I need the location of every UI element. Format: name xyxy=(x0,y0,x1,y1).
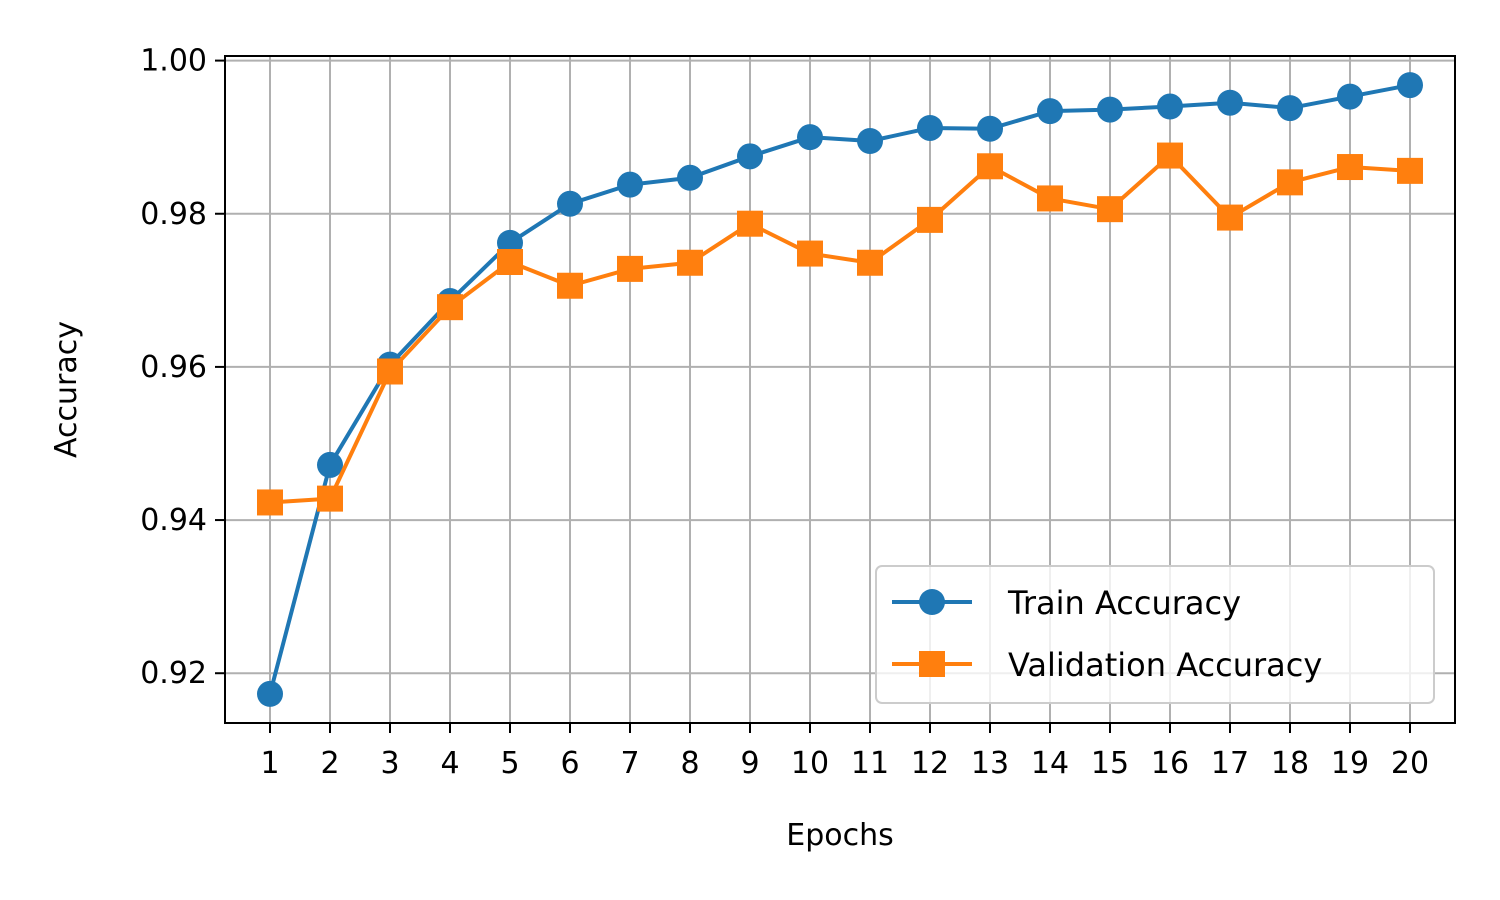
data-point xyxy=(917,206,943,233)
x-tick-label: 7 xyxy=(620,746,639,781)
x-tick-label: 5 xyxy=(500,746,519,781)
data-point xyxy=(737,210,763,237)
legend-box xyxy=(875,565,1435,704)
data-point xyxy=(557,272,583,299)
series-validation xyxy=(257,142,1423,516)
data-point xyxy=(1157,93,1183,120)
x-tick-label: 14 xyxy=(1031,746,1069,781)
data-point xyxy=(437,294,463,321)
data-point xyxy=(1037,185,1063,212)
data-point xyxy=(677,164,703,191)
legend-marker xyxy=(919,651,945,677)
data-point xyxy=(497,248,523,275)
data-point xyxy=(1097,96,1123,123)
data-point xyxy=(1397,72,1423,99)
x-tick-label: 13 xyxy=(971,746,1009,781)
legend-label: Validation Accuracy xyxy=(1008,646,1322,684)
legend-label: Train Accuracy xyxy=(1007,584,1241,622)
x-tick-label: 16 xyxy=(1151,746,1189,781)
data-point xyxy=(1277,169,1303,196)
ticks: 1 2 3 4 5 6 7 8 9 10 11 12 13 14 15 16 17 18 19 200.920.940… xyxy=(140,44,1429,781)
legend: Train Accuracy Validation Accuracy xyxy=(875,565,1435,704)
x-tick-label: 9 xyxy=(740,746,759,781)
data-point xyxy=(1037,98,1063,125)
series-layer xyxy=(257,72,1423,707)
data-point xyxy=(977,153,1003,180)
legend-marker xyxy=(919,589,945,615)
x-tick-label: 20 xyxy=(1391,746,1429,781)
x-tick-label: 17 xyxy=(1211,746,1249,781)
data-point xyxy=(557,190,583,217)
x-tick-label: 1 xyxy=(260,746,279,781)
series-train xyxy=(257,72,1423,707)
plot-frame xyxy=(224,55,1456,724)
y-axis-label: Accuracy xyxy=(49,321,84,458)
x-tick-label: 18 xyxy=(1271,746,1309,781)
data-point xyxy=(677,249,703,276)
x-tick-label: 19 xyxy=(1331,746,1369,781)
x-axis-label: Epochs xyxy=(786,818,894,853)
x-tick-label: 8 xyxy=(680,746,699,781)
data-point xyxy=(857,128,883,155)
data-point xyxy=(1337,154,1363,181)
x-tick-label: 12 xyxy=(911,746,949,781)
data-point xyxy=(1217,89,1243,116)
x-tick-label: 10 xyxy=(791,746,829,781)
data-point xyxy=(857,249,883,276)
data-point xyxy=(917,114,943,141)
data-point xyxy=(1397,157,1423,184)
y-tick-label: 0.96 xyxy=(140,350,207,385)
data-point xyxy=(797,240,823,267)
data-point xyxy=(1337,83,1363,110)
x-tick-label: 15 xyxy=(1091,746,1129,781)
data-point xyxy=(1277,95,1303,122)
data-point xyxy=(257,489,283,516)
data-point xyxy=(1157,142,1183,169)
x-tick-label: 6 xyxy=(560,746,579,781)
x-tick-label: 4 xyxy=(440,746,459,781)
data-point xyxy=(977,115,1003,142)
x-tick-label: 2 xyxy=(320,746,339,781)
data-point xyxy=(797,124,823,151)
x-tick-label: 3 xyxy=(380,746,399,781)
y-tick-label: 0.92 xyxy=(140,656,207,691)
x-tick-label: 11 xyxy=(851,746,889,781)
data-point xyxy=(257,680,283,707)
y-tick-label: 0.98 xyxy=(140,197,207,232)
data-point xyxy=(737,143,763,170)
y-tick-label: 1.00 xyxy=(140,44,207,79)
data-point xyxy=(617,171,643,198)
data-point xyxy=(617,255,643,282)
data-point xyxy=(377,358,403,385)
data-point xyxy=(317,451,343,478)
y-tick-label: 0.94 xyxy=(140,503,207,538)
data-point xyxy=(1097,196,1123,223)
data-point xyxy=(1217,204,1243,231)
data-point xyxy=(317,485,343,512)
